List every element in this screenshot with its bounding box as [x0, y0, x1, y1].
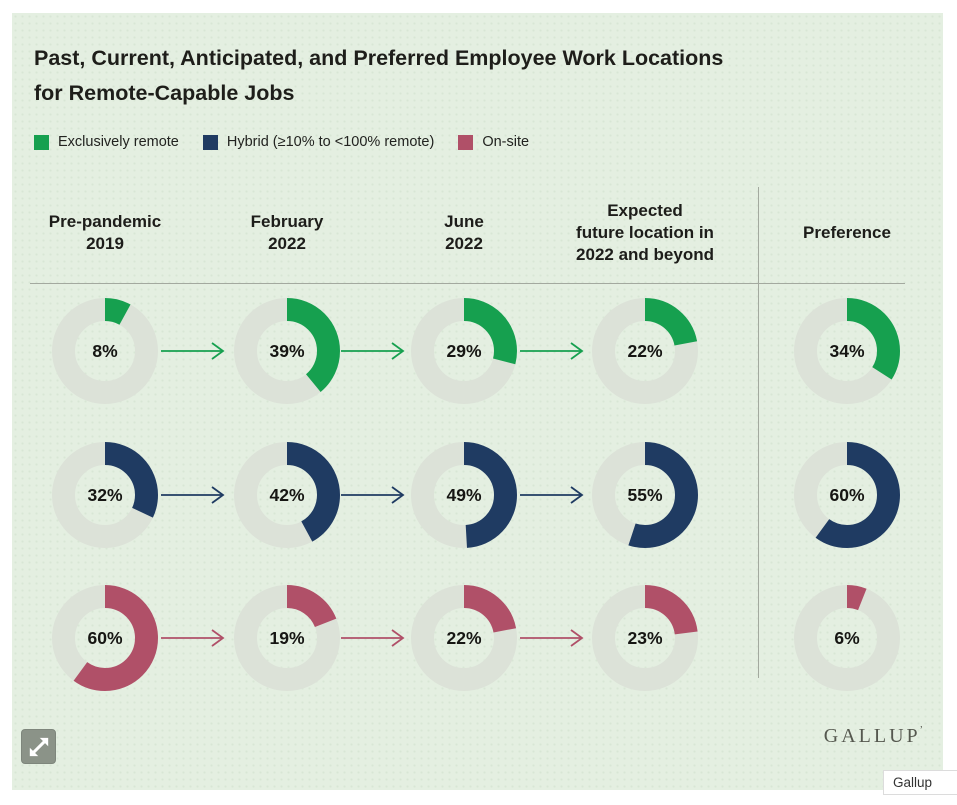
- donut-segment: [234, 585, 340, 691]
- donut-value-label: 39%: [269, 340, 305, 361]
- legend-label: Hybrid (≥10% to <100% remote): [226, 134, 435, 150]
- donut-chart: 55%: [592, 442, 698, 548]
- donut-segment: [592, 585, 698, 691]
- arrow-right-icon: [161, 342, 225, 360]
- legend-swatch-green-icon: [34, 134, 49, 150]
- arrow-right-icon: [340, 629, 405, 647]
- donut-ring: [234, 442, 340, 548]
- donut-segment: [794, 585, 900, 691]
- donut-value-label: 23%: [627, 627, 663, 648]
- donut-segment: [794, 298, 900, 404]
- donut-value-label: 29%: [446, 340, 482, 361]
- column-header-june-2022: June 2022: [444, 212, 484, 253]
- donut-ring: [52, 442, 158, 548]
- donut-segment: [592, 442, 698, 548]
- donut-chart: 29%: [411, 298, 517, 404]
- donut-ring: [411, 585, 517, 691]
- donut-ring: [794, 442, 900, 548]
- donut-ring: [234, 298, 340, 404]
- donut-ring: [592, 585, 698, 691]
- arrow-right-icon: [340, 342, 405, 360]
- donut-ring: [794, 298, 900, 404]
- donut-segment: [592, 298, 698, 404]
- donut-value-label: 22%: [446, 627, 482, 648]
- chart-title-line2: for Remote-Capable Jobs: [34, 81, 295, 105]
- donut-segment: [234, 442, 340, 548]
- donut-chart: 60%: [52, 585, 158, 691]
- legend-label: On-site: [482, 134, 530, 150]
- donut-segment: [411, 442, 517, 548]
- donut-chart: 22%: [592, 298, 698, 404]
- donut-segment: [52, 298, 158, 404]
- expand-button[interactable]: [21, 729, 56, 764]
- legend-swatch-maroon-icon: [458, 134, 474, 150]
- donut-chart: 22%: [411, 585, 517, 691]
- arrow-right-icon: [340, 486, 405, 504]
- donut-value-label: 32%: [87, 484, 123, 505]
- gallup-logo: GALLUP’: [824, 725, 923, 748]
- column-header-preference: Preference: [803, 223, 891, 242]
- donut-value-label: 60%: [87, 627, 123, 648]
- legend: Exclusively remote Hybrid (≥10% to <100%…: [34, 134, 529, 150]
- donut-value-label: 49%: [446, 484, 482, 505]
- donut-value-label: 6%: [834, 627, 860, 648]
- donut-ring: [52, 585, 158, 691]
- donut-segment: [794, 442, 900, 548]
- donut-chart: 60%: [794, 442, 900, 548]
- donut-chart: 19%: [234, 585, 340, 691]
- chart-title: Past, Current, Anticipated, and Preferre…: [34, 41, 894, 111]
- donut-ring: [52, 298, 158, 404]
- donut-ring: [411, 442, 517, 548]
- gallup-logo-trademark: ’: [919, 725, 923, 736]
- donut-ring: [592, 298, 698, 404]
- preference-divider-line: [758, 187, 759, 678]
- arrow-right-icon: [161, 629, 225, 647]
- donut-chart: 32%: [52, 442, 158, 548]
- image-caption-text: Gallup: [893, 775, 933, 790]
- legend-item-on-site: On-site: [458, 134, 529, 150]
- donut-value-label: 55%: [627, 484, 663, 505]
- donut-segment: [52, 442, 158, 548]
- arrow-right-icon: [519, 486, 584, 504]
- donut-segment: [411, 585, 517, 691]
- donut-ring: [592, 442, 698, 548]
- donut-value-label: 8%: [92, 340, 118, 361]
- donut-value-label: 60%: [829, 484, 865, 505]
- donut-chart: 23%: [592, 585, 698, 691]
- donut-value-label: 42%: [269, 484, 305, 505]
- donut-value-label: 34%: [829, 340, 865, 361]
- arrow-right-icon: [161, 486, 225, 504]
- donut-chart: 49%: [411, 442, 517, 548]
- donut-segment: [411, 298, 517, 404]
- column-header-february-2022: February 2022: [250, 212, 324, 253]
- arrow-right-icon: [519, 342, 584, 360]
- donut-chart: 8%: [52, 298, 158, 404]
- donut-segment: [52, 585, 158, 691]
- chart-card: Past, Current, Anticipated, and Preferre…: [12, 13, 943, 790]
- column-header-pre-pandemic-2019: Pre-pandemic 2019: [48, 212, 162, 253]
- column-header-expected-future-location: Expected future location in 2022 and bey…: [576, 201, 714, 264]
- legend-label: Exclusively remote: [58, 134, 179, 150]
- legend-item-hybrid: Hybrid (≥10% to <100% remote): [202, 134, 435, 150]
- donut-chart: 6%: [794, 585, 900, 691]
- donut-ring: [234, 585, 340, 691]
- expand-icon: [29, 737, 48, 756]
- legend-swatch-navy-icon: [202, 134, 218, 150]
- gallup-logo-text: GALLUP: [823, 725, 921, 747]
- image-caption-tooltip: Gallup: [883, 770, 957, 795]
- header-divider-line: [30, 283, 905, 284]
- donut-value-label: 19%: [269, 627, 305, 648]
- chart-title-line1: Past, Current, Anticipated, and Preferre…: [34, 46, 724, 70]
- donut-segment: [234, 298, 340, 404]
- donut-chart: 42%: [234, 442, 340, 548]
- donut-ring: [794, 585, 900, 691]
- donut-value-label: 22%: [627, 340, 663, 361]
- arrow-right-icon: [519, 629, 584, 647]
- legend-item-exclusively-remote: Exclusively remote: [34, 134, 179, 150]
- donut-chart: 39%: [234, 298, 340, 404]
- donut-chart: 34%: [794, 298, 900, 404]
- donut-ring: [411, 298, 517, 404]
